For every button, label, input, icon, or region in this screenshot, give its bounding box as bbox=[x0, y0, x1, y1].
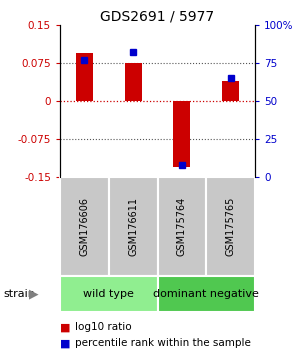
Text: ■: ■ bbox=[60, 322, 70, 332]
Text: GSM176611: GSM176611 bbox=[128, 197, 138, 256]
Bar bbox=[206, 177, 255, 276]
Text: ■: ■ bbox=[60, 338, 70, 348]
Bar bbox=[60, 177, 109, 276]
Text: GSM176606: GSM176606 bbox=[80, 197, 89, 256]
Text: ▶: ▶ bbox=[28, 287, 38, 300]
Bar bbox=[76, 53, 93, 101]
Bar bbox=[222, 81, 239, 101]
Bar bbox=[173, 101, 190, 167]
Text: GSM175765: GSM175765 bbox=[226, 197, 236, 256]
Bar bbox=[158, 276, 255, 312]
Bar bbox=[109, 177, 158, 276]
Bar bbox=[124, 63, 142, 101]
Bar bbox=[158, 177, 206, 276]
Text: dominant negative: dominant negative bbox=[153, 289, 259, 299]
Text: GSM175764: GSM175764 bbox=[177, 197, 187, 256]
Title: GDS2691 / 5977: GDS2691 / 5977 bbox=[100, 10, 214, 24]
Bar bbox=[60, 276, 158, 312]
Text: strain: strain bbox=[3, 289, 35, 299]
Text: wild type: wild type bbox=[83, 289, 134, 299]
Text: log10 ratio: log10 ratio bbox=[75, 322, 132, 332]
Text: percentile rank within the sample: percentile rank within the sample bbox=[75, 338, 251, 348]
